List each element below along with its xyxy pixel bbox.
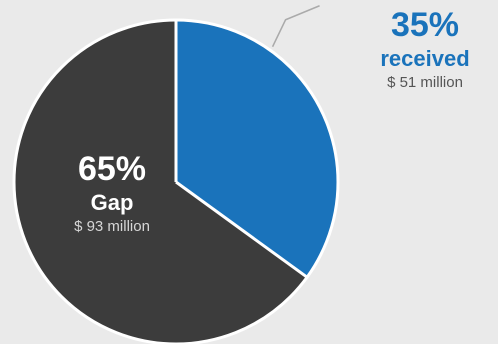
gap-name-label: Gap bbox=[90, 190, 134, 215]
pie-slice-received bbox=[176, 20, 338, 278]
gap-amount-label: $ 93 million bbox=[74, 218, 150, 235]
received-leader-line bbox=[271, 5, 320, 48]
received-label-block: 35% received $ 51 million bbox=[350, 8, 498, 90]
pie-slice-gap bbox=[13, 20, 308, 344]
received-name-label: received bbox=[380, 46, 470, 71]
received-amount-label: $ 51 million bbox=[387, 74, 463, 91]
gap-percent-label: 65% bbox=[77, 150, 147, 188]
slice-separator-1 bbox=[175, 180, 308, 279]
received-percent-label: 35% bbox=[390, 6, 460, 44]
gap-label-block: 65% Gap $ 93 million bbox=[37, 152, 187, 234]
